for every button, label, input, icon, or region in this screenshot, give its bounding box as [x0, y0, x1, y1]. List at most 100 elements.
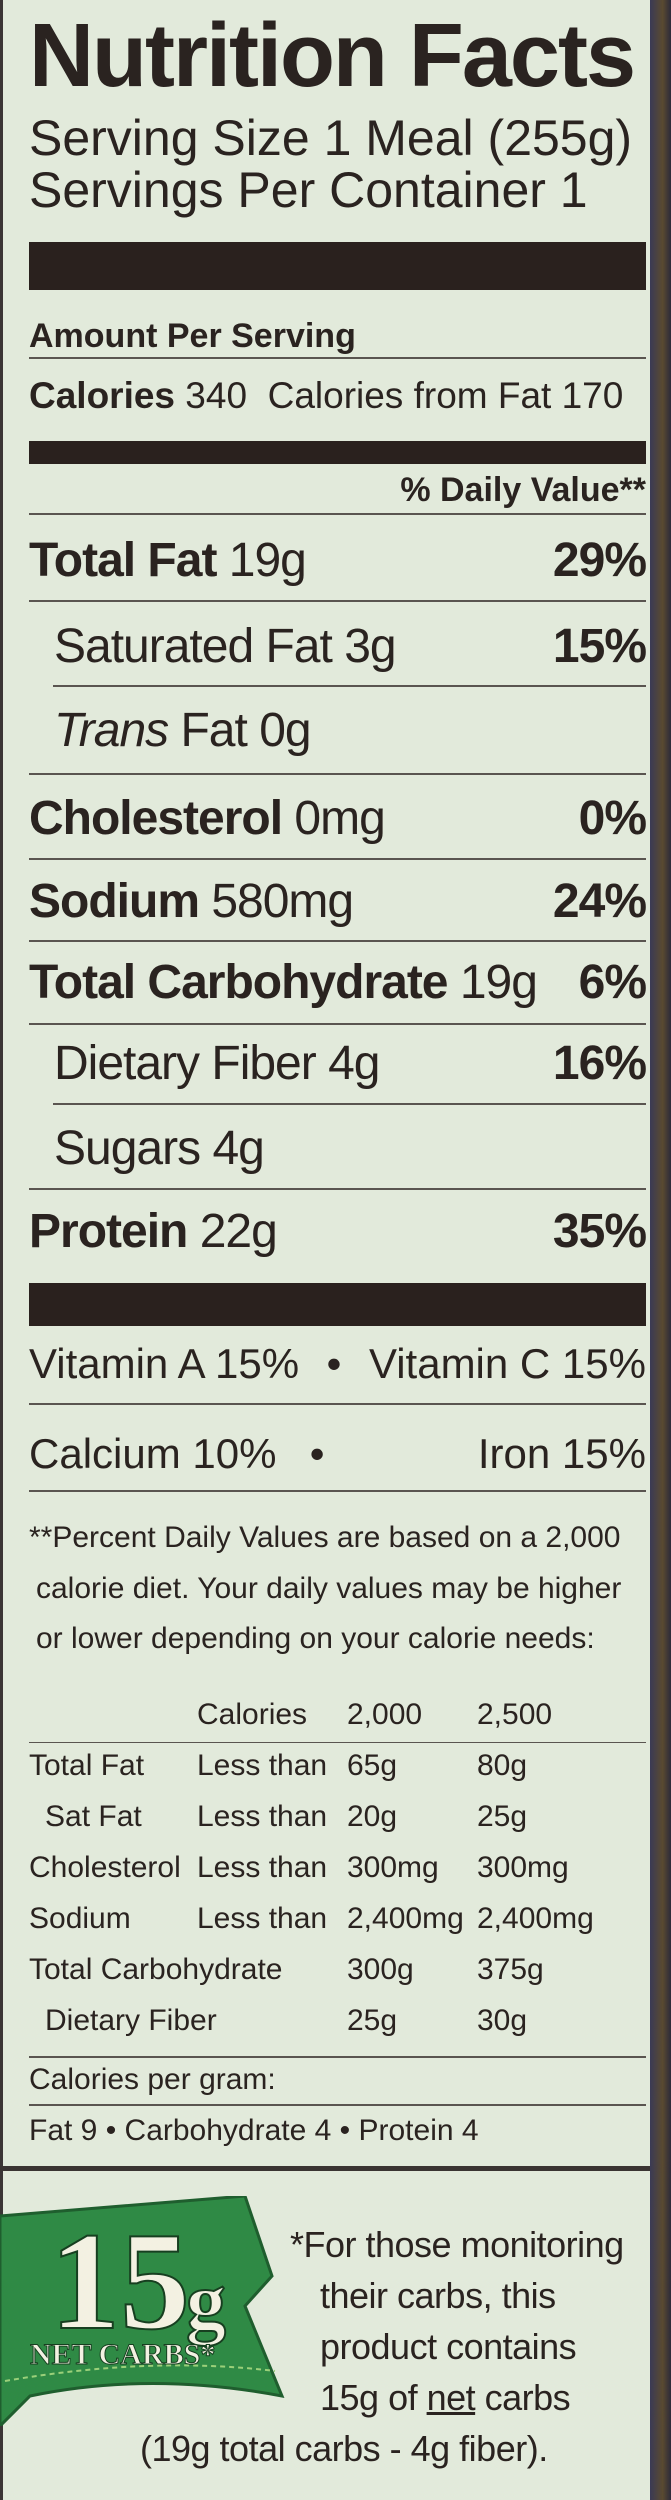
vitamins-row: Vitamin A 15% • Vitamin C 15%: [29, 1336, 646, 1392]
calories-per-gram-values-text: Fat 9 • Carbohydrate 4 • Protein 4: [29, 2114, 479, 2147]
divider: [29, 1023, 646, 1025]
nutrient-amount: 0mg: [294, 791, 385, 845]
servings-per-container: Servings Per Container 1: [29, 162, 646, 218]
dv-cell: Less than: [197, 1749, 328, 1782]
dv-cell: 25g: [477, 1800, 528, 1833]
calories-value: 340: [185, 375, 248, 416]
footnote-text: or lower depending on your calorie needs…: [36, 1622, 595, 1655]
nutrient-label: Protein: [29, 1204, 188, 1258]
amount-per-serving-text: Amount Per Serving: [29, 316, 356, 355]
package-edge: [650, 0, 671, 2500]
dv-cell: Calories: [197, 1698, 308, 1731]
nutrient-label: Sugars: [54, 1121, 201, 1175]
divider: [29, 357, 646, 359]
divider: [29, 773, 646, 775]
badge-ribbon-shape: [0, 2196, 285, 2426]
title-text: Nutrition Facts: [29, 5, 636, 106]
nutrient-amount: 4g: [328, 1036, 380, 1090]
dv-cell: Total Fat: [29, 1749, 145, 1782]
nutrient-amount: 580mg: [211, 874, 354, 928]
nutrient-row-dietary-fiber: Dietary Fiber 4g 16%: [29, 1035, 647, 1091]
net-carbs-note-line: *For those monitoring: [290, 2224, 624, 2265]
nutrient-label: Total Carbohydrate: [29, 955, 448, 1009]
dv-cell: 30g: [477, 2004, 528, 2037]
dv-cell: Less than: [197, 1800, 328, 1833]
page-title: Nutrition Facts: [29, 6, 646, 106]
nutrient-label: Trans: [54, 703, 169, 757]
dv-cell: 65g: [347, 1749, 398, 1782]
divider: [53, 1103, 646, 1105]
footnote-line: calorie diet. Your daily values may be h…: [36, 1566, 646, 1612]
calcium: Calcium 10%: [29, 1430, 277, 1477]
dv-cell: 20g: [347, 1800, 398, 1833]
nutrient-row-protein: Protein 22g 35%: [29, 1203, 647, 1259]
nutrient-label: Cholesterol: [29, 791, 283, 845]
divider: [29, 940, 646, 942]
dv-table-row: Sat Fat Less than 20g 25g: [29, 1797, 646, 1837]
nutrient-dv: 16%: [552, 1036, 647, 1090]
nutrient-dv: 29%: [552, 533, 647, 587]
dv-cell: 375g: [477, 1953, 544, 1986]
divider: [29, 600, 646, 602]
bullet: •: [309, 1430, 325, 1477]
iron: Iron 15%: [477, 1430, 646, 1477]
bullet: •: [326, 1340, 342, 1387]
badge-amount: 15: [50, 2204, 190, 2359]
footnote-text: calorie diet. Your daily values may be h…: [36, 1572, 622, 1605]
badge-label: NET CARBS*: [30, 2338, 215, 2371]
dv-cell: 25g: [347, 2004, 398, 2037]
nutrient-amount: 19g: [228, 533, 307, 587]
nutrient-row-total-carbohydrate: Total Carbohydrate 19g 6%: [29, 954, 647, 1010]
dv-table-row: Total Fat Less than 65g 80g: [29, 1746, 646, 1786]
dv-cell: 2,500: [477, 1698, 553, 1731]
dv-cell: Total Carbohydrate: [29, 1953, 283, 1986]
label-bottom-border: [0, 2166, 650, 2171]
nutrient-row-saturated-fat: Saturated Fat 3g 15%: [29, 618, 647, 674]
nutrient-amount: 3g: [344, 619, 396, 673]
nutrient-row-cholesterol: Cholesterol 0mg 0%: [29, 790, 647, 846]
calories-row: Calories 340 Calories from Fat 170: [29, 370, 646, 422]
net-carbs-note-line: 15g of net carbs: [320, 2375, 571, 2421]
divider: [29, 2056, 646, 2058]
nutrient-dv: 15%: [552, 619, 647, 673]
calories-from-fat-label: Calories from Fat: [267, 375, 552, 416]
divider: [53, 685, 646, 687]
calories-per-gram-values: Fat 9 • Carbohydrate 4 • Protein 4: [29, 2111, 646, 2151]
note-text: 15g of: [320, 2377, 427, 2418]
nutrient-label: Sodium: [29, 874, 200, 928]
dv-cell: 80g: [477, 1749, 528, 1782]
nutrient-row-total-fat: Total Fat 19g 29%: [29, 532, 647, 588]
net-carbs-note-line: (19g total carbs - 4g fiber).: [140, 2428, 548, 2469]
dv-cell: 2,400mg: [477, 1902, 594, 1935]
net-carbs-note-line: product contains: [320, 2326, 577, 2367]
minerals-row: Calcium 10% • Iron 15%: [29, 1426, 646, 1482]
nutrient-amount: 4g: [212, 1121, 264, 1175]
badge-unit: g: [186, 2258, 226, 2346]
serving-size-text: Serving Size 1 Meal (255g): [29, 110, 633, 166]
dv-cell: Less than: [197, 1902, 328, 1935]
dv-cell: Sodium: [29, 1902, 131, 1935]
daily-value-header-text: % Daily Value**: [400, 470, 646, 509]
note-text: carbs: [475, 2377, 571, 2418]
nutrient-label: Total Fat: [29, 533, 217, 587]
daily-value-header: % Daily Value**: [29, 470, 646, 510]
thick-divider: [29, 1283, 646, 1326]
dv-cell: Less than: [197, 1851, 328, 1884]
calories-per-gram-text: Calories per gram:: [29, 2063, 276, 2096]
thick-divider: [29, 242, 646, 290]
calories-label: Calories: [29, 375, 176, 416]
dv-table-row: Cholesterol Less than 300mg 300mg: [29, 1848, 646, 1888]
vitamin-c: Vitamin C 15%: [368, 1340, 646, 1387]
divider: [29, 858, 646, 860]
net-carbs-badge: 15 g NET CARBS*: [0, 2196, 285, 2426]
servings-per-container-text: Servings Per Container 1: [29, 162, 588, 218]
nutrient-row-trans-fat: Trans Fat 0g: [29, 702, 646, 758]
dv-table-row: Dietary Fiber 25g 30g: [29, 2001, 646, 2041]
dv-table-header: Calories 2,000 2,500: [29, 1695, 646, 1735]
net-carbs-note-line: their carbs, this: [320, 2275, 556, 2316]
dv-cell: 300mg: [477, 1851, 569, 1884]
dv-cell: Sat Fat: [45, 1800, 142, 1833]
dv-cell: Cholesterol: [29, 1851, 181, 1884]
dv-cell: 300g: [347, 1953, 414, 1986]
nutrient-row-sodium: Sodium 580mg 24%: [29, 873, 647, 929]
